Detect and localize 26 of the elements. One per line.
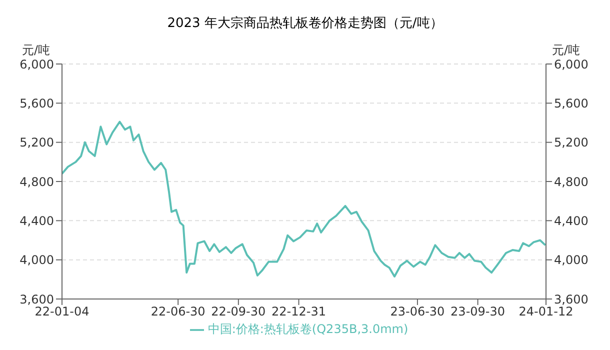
x-tick-label: 23-09-30 [450,304,506,319]
y-tick-label: 4,400 [20,214,54,228]
x-tick-label: 22-01-04 [34,304,90,319]
legend-label: 中国:价格:热轧板卷(Q235B,3.0mm) [208,322,408,336]
y2-axis-title: 元/吨 [552,42,580,59]
y-tick-label: 5,600 [20,96,54,110]
x-tick-label: 23-06-30 [390,304,445,319]
y2-tick-label: 4,000 [554,253,588,268]
y-tick-label: 4,800 [20,174,54,189]
y2-tick-label: 5,600 [554,96,588,110]
x-tick-label: 22-12-31 [272,304,326,319]
y-tick-label: 4,000 [20,253,54,268]
x-tick-label: 22-06-30 [150,304,206,319]
line-series [62,120,546,278]
chart-title: 2023 年大宗商品热轧板卷价格走势图（元/吨） [166,15,444,33]
y2-tick-label: 4,800 [554,174,588,189]
y-tick-label: 6,000 [20,57,54,72]
y2-tick-label: 4,400 [554,214,588,228]
y-tick-label: 3,600 [20,292,54,306]
y-axis-title: 元/吨 [22,42,50,59]
x-tick-label: 22-09-30 [211,304,266,319]
y2-tick-label: 5,200 [554,136,588,150]
y2-tick-label: 3,600 [554,292,588,306]
x-tick-label: 24-01-12 [518,304,574,319]
y2-tick-label: 6,000 [554,57,588,72]
y-tick-label: 5,200 [20,136,54,150]
